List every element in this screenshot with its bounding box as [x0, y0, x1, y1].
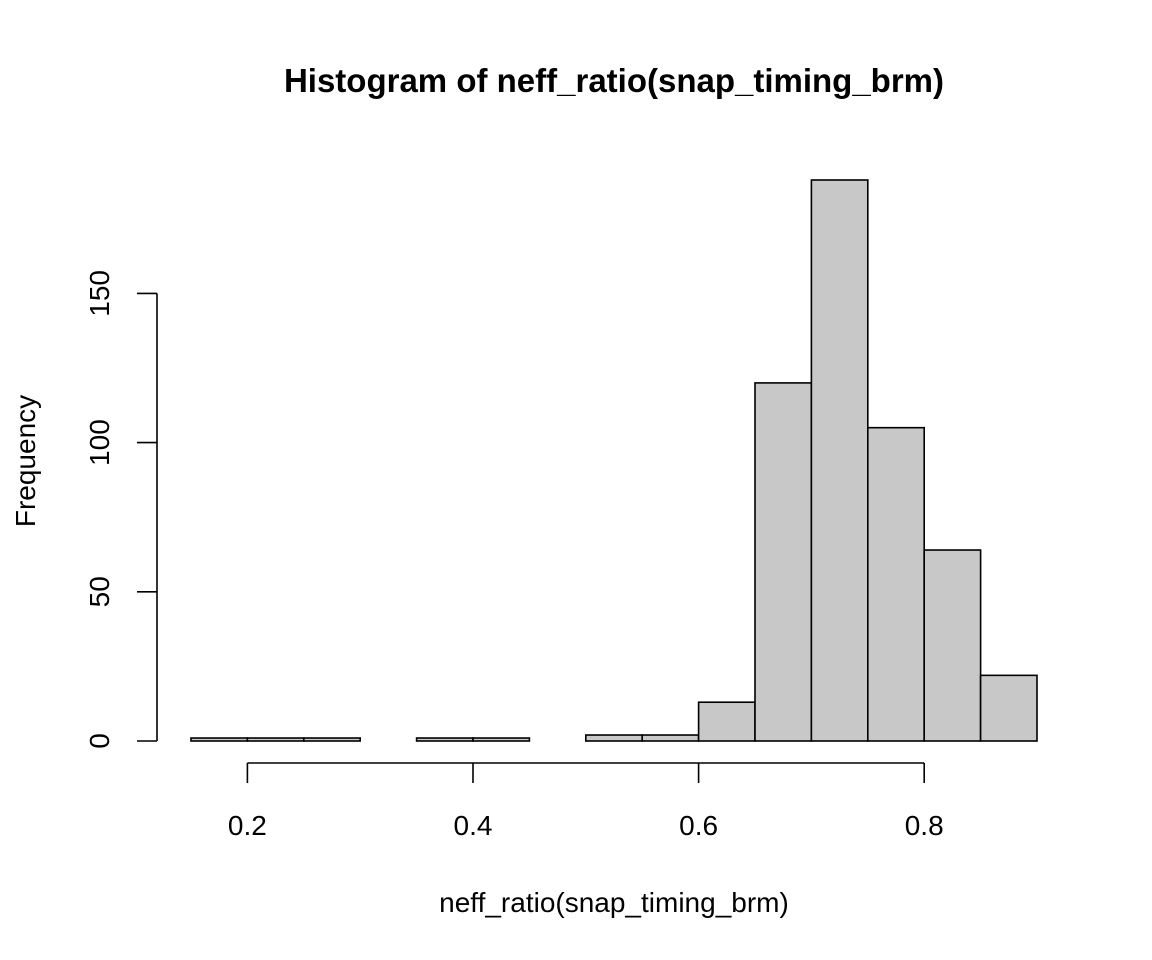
x-axis-label: neff_ratio(snap_timing_brm) — [439, 887, 789, 918]
x-tick-label: 0.8 — [905, 810, 944, 841]
x-tick-label: 0.4 — [454, 810, 493, 841]
histogram-bar — [697, 701, 756, 742]
histogram-bar — [190, 737, 249, 742]
y-tick-label: 50 — [84, 576, 115, 607]
x-axis: 0.2 0.4 0.6 0.8 — [228, 762, 944, 841]
histogram-bar — [415, 737, 474, 742]
y-tick-label: 100 — [84, 419, 115, 466]
histogram-bar — [979, 674, 1038, 742]
y-tick-label: 150 — [84, 270, 115, 317]
histogram-bar — [866, 426, 925, 742]
histogram-bar — [754, 382, 813, 742]
histogram-bar — [584, 734, 643, 742]
x-tick-label: 0.6 — [679, 810, 718, 841]
y-axis: 0 50 100 150 — [84, 270, 158, 749]
histogram-bar — [246, 737, 305, 742]
chart-title: Histogram of neff_ratio(snap_timing_brm) — [284, 62, 944, 99]
histogram-bar — [923, 549, 982, 742]
histogram-bar — [641, 734, 700, 742]
histogram-bar — [472, 737, 531, 742]
histogram-bar — [810, 179, 869, 742]
bars-group — [190, 179, 1038, 742]
x-tick-label: 0.2 — [228, 810, 267, 841]
y-axis-label: Frequency — [10, 395, 41, 527]
y-tick-label: 0 — [84, 733, 115, 749]
histogram-bar — [302, 737, 361, 742]
